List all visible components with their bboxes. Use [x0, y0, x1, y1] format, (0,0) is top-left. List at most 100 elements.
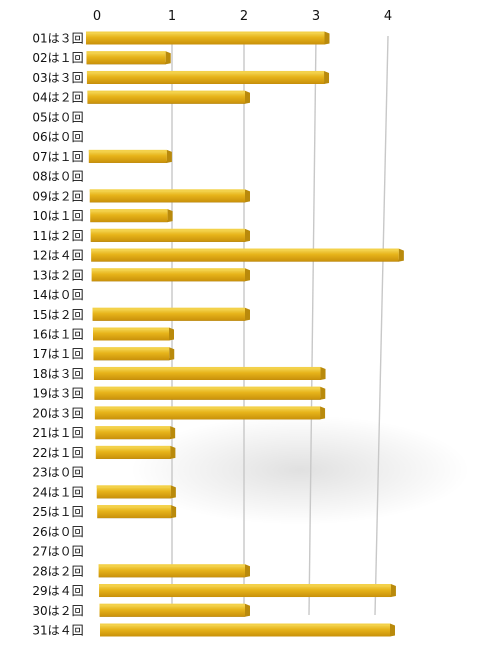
bar-top	[91, 268, 245, 271]
category-label: 13は２回	[32, 268, 83, 282]
bar-top	[97, 505, 172, 508]
bar-end-cap	[245, 268, 250, 282]
category-labels: 01は３回 02は１回 03は３回 04は２回 05は０回 06は０回 07は１回 08は０回…	[32, 32, 83, 638]
category-label: 17は１回	[32, 347, 83, 361]
bar-end-cap	[170, 485, 176, 499]
category-label: 12は４回	[32, 249, 83, 263]
x-tick-label: 0	[93, 9, 101, 24]
bar-end-cap	[165, 51, 171, 65]
grid-lines	[171, 35, 389, 616]
bar-end-cap	[169, 327, 174, 341]
bar	[93, 327, 174, 341]
bar-top	[92, 307, 246, 311]
bar-end-cap	[320, 386, 326, 400]
bar	[87, 90, 250, 104]
bar	[97, 505, 177, 519]
bar-face	[95, 426, 171, 440]
x-tick-label: 3	[312, 9, 320, 24]
bar-face	[98, 564, 245, 578]
bar-face	[92, 307, 246, 321]
bar-end-cap	[245, 564, 250, 578]
bar	[93, 347, 175, 361]
bar-face	[99, 584, 391, 598]
category-label: 20は３回	[32, 406, 83, 420]
bar-end-cap	[245, 90, 250, 104]
category-label: 05は０回	[32, 110, 83, 124]
category-label: 04は２回	[32, 91, 83, 105]
bar-face	[86, 51, 166, 65]
bar	[86, 70, 330, 84]
bar-top	[99, 603, 246, 607]
bar	[88, 149, 172, 163]
bar-top	[91, 248, 399, 252]
bar-end-cap	[320, 366, 326, 380]
bar-end-cap	[171, 505, 177, 519]
category-label: 06は０回	[32, 130, 83, 144]
bar-top	[96, 485, 171, 488]
bar-face	[90, 228, 246, 242]
bar-top	[94, 406, 321, 409]
bar	[90, 209, 173, 223]
floor-shadow	[130, 415, 470, 525]
bar-face	[100, 623, 390, 637]
bar	[89, 189, 250, 203]
bar-top	[99, 584, 391, 587]
bar-end-cap	[245, 228, 250, 242]
category-label: 02は１回	[32, 51, 83, 65]
bar	[100, 623, 395, 637]
category-label: 21は１回	[32, 426, 83, 440]
bar	[94, 406, 326, 420]
category-label: 23は０回	[32, 466, 83, 480]
bar	[94, 386, 326, 400]
bar-face	[91, 248, 399, 262]
category-label: 24は１回	[32, 485, 83, 499]
bar-face	[93, 347, 170, 361]
bar-top	[100, 623, 390, 626]
bar-end-cap	[320, 406, 326, 420]
x-tick-label: 4	[384, 9, 392, 24]
category-label: 01は３回	[32, 32, 83, 46]
bar-face	[91, 268, 245, 282]
category-label: 15は２回	[32, 308, 83, 322]
bar-face	[94, 406, 321, 420]
bar-face	[86, 70, 325, 84]
bar-top	[90, 209, 168, 212]
bar-end-cap	[390, 584, 396, 598]
category-label: 19は３回	[32, 387, 83, 401]
bar-top	[87, 90, 246, 94]
bar	[95, 445, 176, 459]
category-label: 14は０回	[32, 288, 83, 302]
bar-end-cap	[170, 426, 176, 440]
bar-face	[93, 366, 321, 380]
bar-top	[86, 31, 325, 34]
bar-face	[95, 445, 171, 459]
bar-end-cap	[166, 149, 172, 163]
category-label: 31は４回	[32, 624, 83, 638]
bar-face	[99, 603, 246, 617]
bar	[90, 228, 250, 242]
category-label: 22は１回	[32, 446, 83, 460]
bar	[95, 426, 176, 440]
bar-end-cap	[324, 70, 330, 84]
bar	[91, 268, 250, 282]
category-label: 27は０回	[32, 545, 83, 559]
bar	[99, 584, 396, 598]
grid-line-3	[308, 35, 317, 616]
bar	[91, 248, 404, 262]
category-label: 30は２回	[32, 604, 83, 618]
bar-end-cap	[398, 248, 404, 262]
category-label: 10は１回	[32, 209, 83, 223]
bar-top	[98, 564, 245, 567]
bar	[86, 31, 330, 45]
bar-face	[94, 386, 321, 400]
bar-top	[86, 70, 325, 74]
category-label: 28は２回	[32, 564, 83, 578]
bar-top	[88, 149, 167, 153]
bar-face	[93, 327, 169, 341]
bar	[86, 51, 171, 65]
bar	[98, 564, 250, 578]
bar-top	[89, 189, 245, 192]
bar	[99, 603, 250, 617]
bar-end-cap	[245, 603, 250, 617]
